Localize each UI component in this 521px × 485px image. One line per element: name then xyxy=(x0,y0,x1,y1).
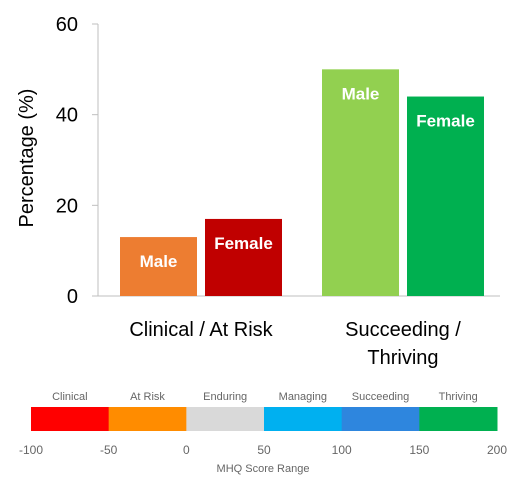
scale-tick-label: 150 xyxy=(409,443,429,457)
scale-segment-enduring xyxy=(186,407,265,431)
scale-color-bar xyxy=(31,407,498,431)
scale-segment-label: Thriving xyxy=(439,391,478,403)
scale-segment-succeeding xyxy=(341,407,420,431)
bar-female xyxy=(205,218,282,296)
scale-segment-label: Succeeding xyxy=(352,391,410,403)
bar-male xyxy=(322,69,399,296)
scale-tick-label: 100 xyxy=(332,443,352,457)
scale-tick-label: 0 xyxy=(183,443,190,457)
y-tick-label: 0 xyxy=(67,286,78,308)
scale-segment-clinical xyxy=(31,407,110,431)
y-tick-label: 60 xyxy=(56,14,78,36)
bar-labels: Male Female Male Female xyxy=(140,84,475,271)
scale-title: MHQ Score Range xyxy=(217,463,310,475)
scale-segment-thriving xyxy=(419,407,498,431)
mhq-score-range-legend: Clinical At Risk Enduring Managing Succeedin… xyxy=(19,391,507,475)
scale-segment-managing xyxy=(264,407,343,431)
scale-tick-label: 50 xyxy=(257,443,271,457)
category-label: Succeeding / xyxy=(345,319,461,341)
scale-segment-label: Clinical xyxy=(52,391,87,403)
scale-segment-label: At Risk xyxy=(130,391,165,403)
bar-label: Female xyxy=(416,112,475,131)
y-axis-title: Percentage (%) xyxy=(16,89,38,228)
category-label: Clinical / At Risk xyxy=(129,319,273,341)
scale-tick-label: -100 xyxy=(19,443,43,457)
scale-tick-label: 200 xyxy=(487,443,507,457)
x-axis-labels: Clinical / At Risk Succeeding / Thriving xyxy=(129,319,461,369)
bars xyxy=(120,69,484,297)
bar-male xyxy=(120,237,197,296)
bar-female xyxy=(407,96,484,297)
bar-label: Male xyxy=(140,252,178,271)
bar-chart: 0 20 40 60 Male Female Male Female Clinical / … xyxy=(16,14,500,369)
scale-segment-label: Enduring xyxy=(203,391,247,403)
scale-tick-labels: -100 -50 0 50 100 150 200 xyxy=(19,443,507,457)
y-tick-label: 20 xyxy=(56,195,78,217)
bar-label: Male xyxy=(342,84,380,103)
scale-tick-label: -50 xyxy=(100,443,118,457)
bar-label: Female xyxy=(214,234,273,253)
scale-segment-label: Managing xyxy=(279,391,327,403)
y-tick-label: 40 xyxy=(56,105,78,127)
category-label: Thriving xyxy=(367,347,438,369)
scale-segment-at-risk xyxy=(108,407,187,431)
scale-segment-labels: Clinical At Risk Enduring Managing Succeedin… xyxy=(52,391,478,403)
